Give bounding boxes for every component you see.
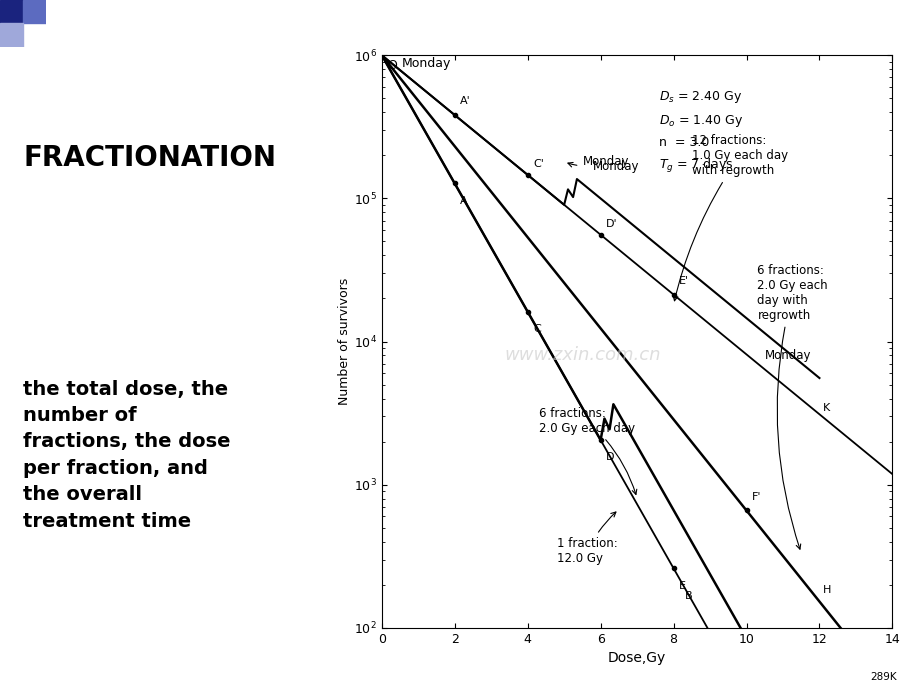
Bar xyxy=(0,0,23,23)
Text: C': C' xyxy=(533,159,543,169)
Text: C: C xyxy=(533,324,540,334)
Text: E': E' xyxy=(678,276,688,286)
Text: A': A' xyxy=(460,97,471,106)
Text: H: H xyxy=(823,585,831,595)
Y-axis label: Number of survivors: Number of survivors xyxy=(338,278,351,405)
Text: 1 fraction:
12.0 Gy: 1 fraction: 12.0 Gy xyxy=(556,512,617,565)
Text: A: A xyxy=(460,196,468,206)
Text: O: O xyxy=(387,59,397,72)
Text: $D_s$ = 2.40 Gy
$D_o$ = 1.40 Gy
n  = 3.0
$T_g$ = 7 days: $D_s$ = 2.40 Gy $D_o$ = 1.40 Gy n = 3.0 … xyxy=(658,89,743,175)
Text: 12 fractions:
1.0 Gy each day
with regrowth: 12 fractions: 1.0 Gy each day with regro… xyxy=(673,135,787,301)
Text: F': F' xyxy=(751,492,761,502)
Text: Monday: Monday xyxy=(567,155,629,168)
Text: Monday: Monday xyxy=(402,57,450,70)
Text: the total dose, the
number of
fractions, the dose
per fraction, and
the overall
: the total dose, the number of fractions,… xyxy=(23,380,231,531)
Text: D: D xyxy=(606,453,614,462)
Text: FRACTIONATION: FRACTIONATION xyxy=(23,144,276,172)
Text: Monday: Monday xyxy=(764,349,811,362)
Text: 289K: 289K xyxy=(869,672,896,682)
Text: D': D' xyxy=(606,219,617,229)
Text: K: K xyxy=(823,404,830,413)
Text: E: E xyxy=(678,581,686,591)
Text: 6 fractions:
2.0 Gy each day: 6 fractions: 2.0 Gy each day xyxy=(538,407,636,495)
Text: 6 fractions:
2.0 Gy each
day with
regrowth: 6 fractions: 2.0 Gy each day with regrow… xyxy=(756,264,827,549)
Bar xyxy=(0,23,23,47)
Bar xyxy=(23,0,46,23)
Text: www.zxin.com.cn: www.zxin.com.cn xyxy=(504,346,660,364)
Text: Monday: Monday xyxy=(593,159,639,172)
Text: B: B xyxy=(684,591,691,601)
X-axis label: Dose,Gy: Dose,Gy xyxy=(607,651,665,665)
